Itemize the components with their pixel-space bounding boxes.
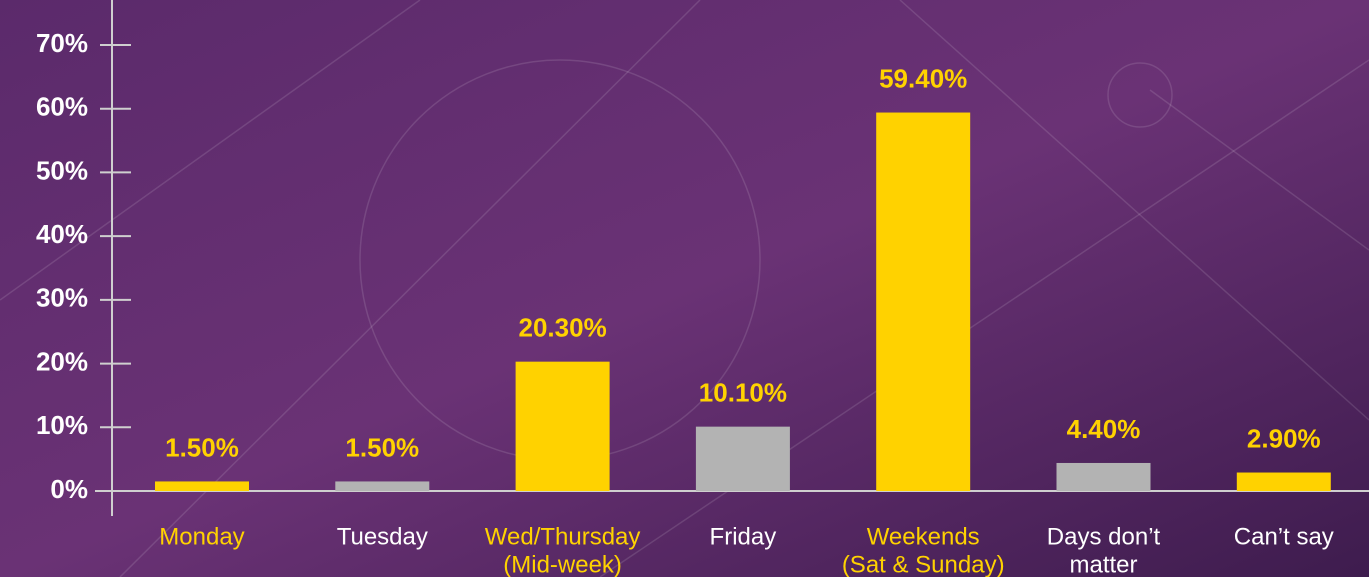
x-tick-label: matter [1069, 551, 1137, 577]
bar [696, 427, 790, 491]
y-tick-label: 60% [36, 92, 88, 122]
bar [155, 481, 249, 491]
value-label: 1.50% [165, 432, 239, 462]
x-tick-label: (Mid-week) [503, 551, 622, 577]
x-tick-label: Monday [159, 523, 244, 550]
x-tick-label: Wed/Thursday [485, 523, 641, 550]
y-tick-label: 30% [36, 283, 88, 313]
x-tick-label: Can’t say [1234, 523, 1334, 550]
value-label: 4.40% [1067, 414, 1141, 444]
bar [516, 362, 610, 491]
y-tick-label: 0% [50, 474, 88, 504]
y-tick-label: 20% [36, 346, 88, 376]
x-tick-label: Friday [710, 523, 777, 550]
y-tick-label: 70% [36, 28, 88, 58]
value-label: 10.10% [699, 378, 787, 408]
bar [1057, 463, 1151, 491]
value-label: 59.40% [879, 63, 967, 93]
x-tick-label: Days don’t [1047, 523, 1161, 550]
chart: 0% 10% 20% 30% 40% 50% 60% 70% 1.50% Monday 1.50% T… [0, 0, 1369, 577]
bar [876, 113, 970, 491]
y-tick-label: 10% [36, 410, 88, 440]
y-tick-label: 50% [36, 155, 88, 185]
y-tick-label: 40% [36, 219, 88, 249]
x-tick-label: (Sat & Sunday) [842, 551, 1005, 577]
x-tick-label: Weekends [867, 523, 980, 550]
bar [1237, 473, 1331, 491]
value-label: 2.90% [1247, 423, 1321, 453]
x-tick-label: Tuesday [337, 523, 428, 550]
value-label: 1.50% [345, 432, 419, 462]
value-label: 20.30% [519, 313, 607, 343]
bar [335, 481, 429, 491]
